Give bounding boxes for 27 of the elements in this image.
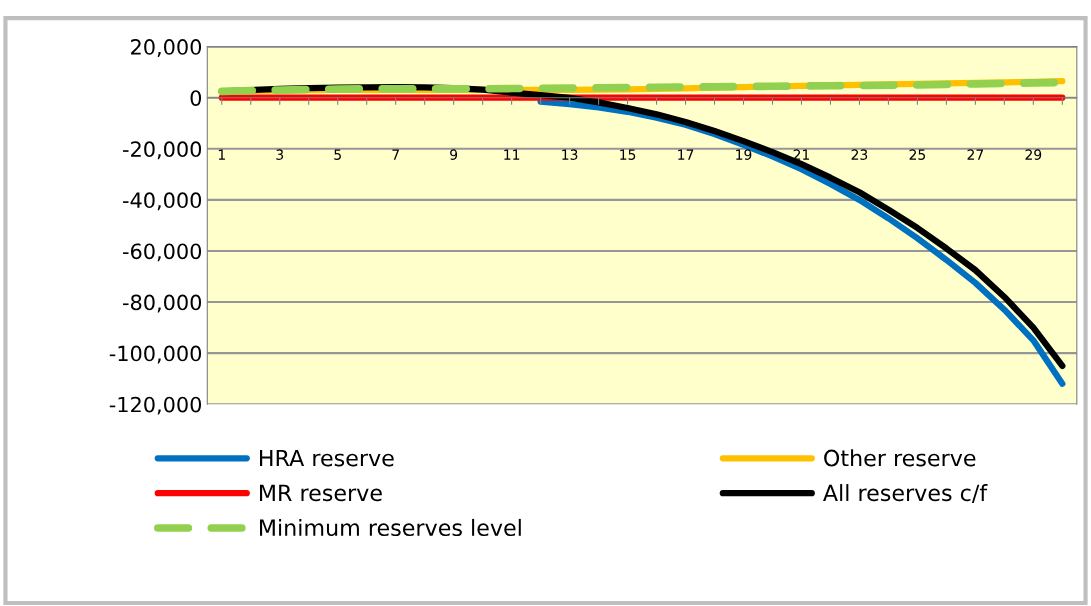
y-tick-label: 0 — [190, 90, 202, 106]
x-tick-label: 23 — [851, 149, 868, 160]
x-tick-label: 19 — [736, 149, 752, 160]
x-tick-label: 25 — [909, 149, 926, 160]
legend-label: HRA reserve — [260, 449, 394, 467]
y-tick-label: -100,000 — [109, 345, 202, 364]
x-tick-label: 29 — [1025, 149, 1042, 160]
x-tick-label: 13 — [562, 149, 578, 160]
x-tick-label: 5 — [334, 149, 341, 160]
legend-label: Other reserve — [824, 449, 976, 467]
x-tick-label: 17 — [678, 149, 694, 160]
y-tick-label: -60,000 — [123, 243, 202, 262]
y-tick-label: -40,000 — [123, 192, 202, 211]
x-tick-label: 1 — [218, 149, 225, 160]
legend-label: All reserves c/f — [823, 484, 988, 504]
y-tick-label: -20,000 — [123, 141, 202, 160]
x-tick-label: 15 — [620, 149, 636, 160]
legend-label: Minimum reserves level — [260, 518, 521, 537]
x-tick-label: 27 — [967, 149, 984, 160]
y-tick-label: -80,000 — [123, 294, 202, 313]
x-tick-label: 3 — [276, 149, 284, 160]
y-tick-label: -120,000 — [109, 396, 202, 415]
y-tick-label: 20,000 — [131, 39, 202, 57]
x-tick-label: 7 — [392, 149, 399, 160]
x-tick-label: 9 — [450, 149, 458, 160]
legend-label: MR reserve — [260, 484, 382, 502]
x-tick-label: 11 — [504, 149, 520, 160]
